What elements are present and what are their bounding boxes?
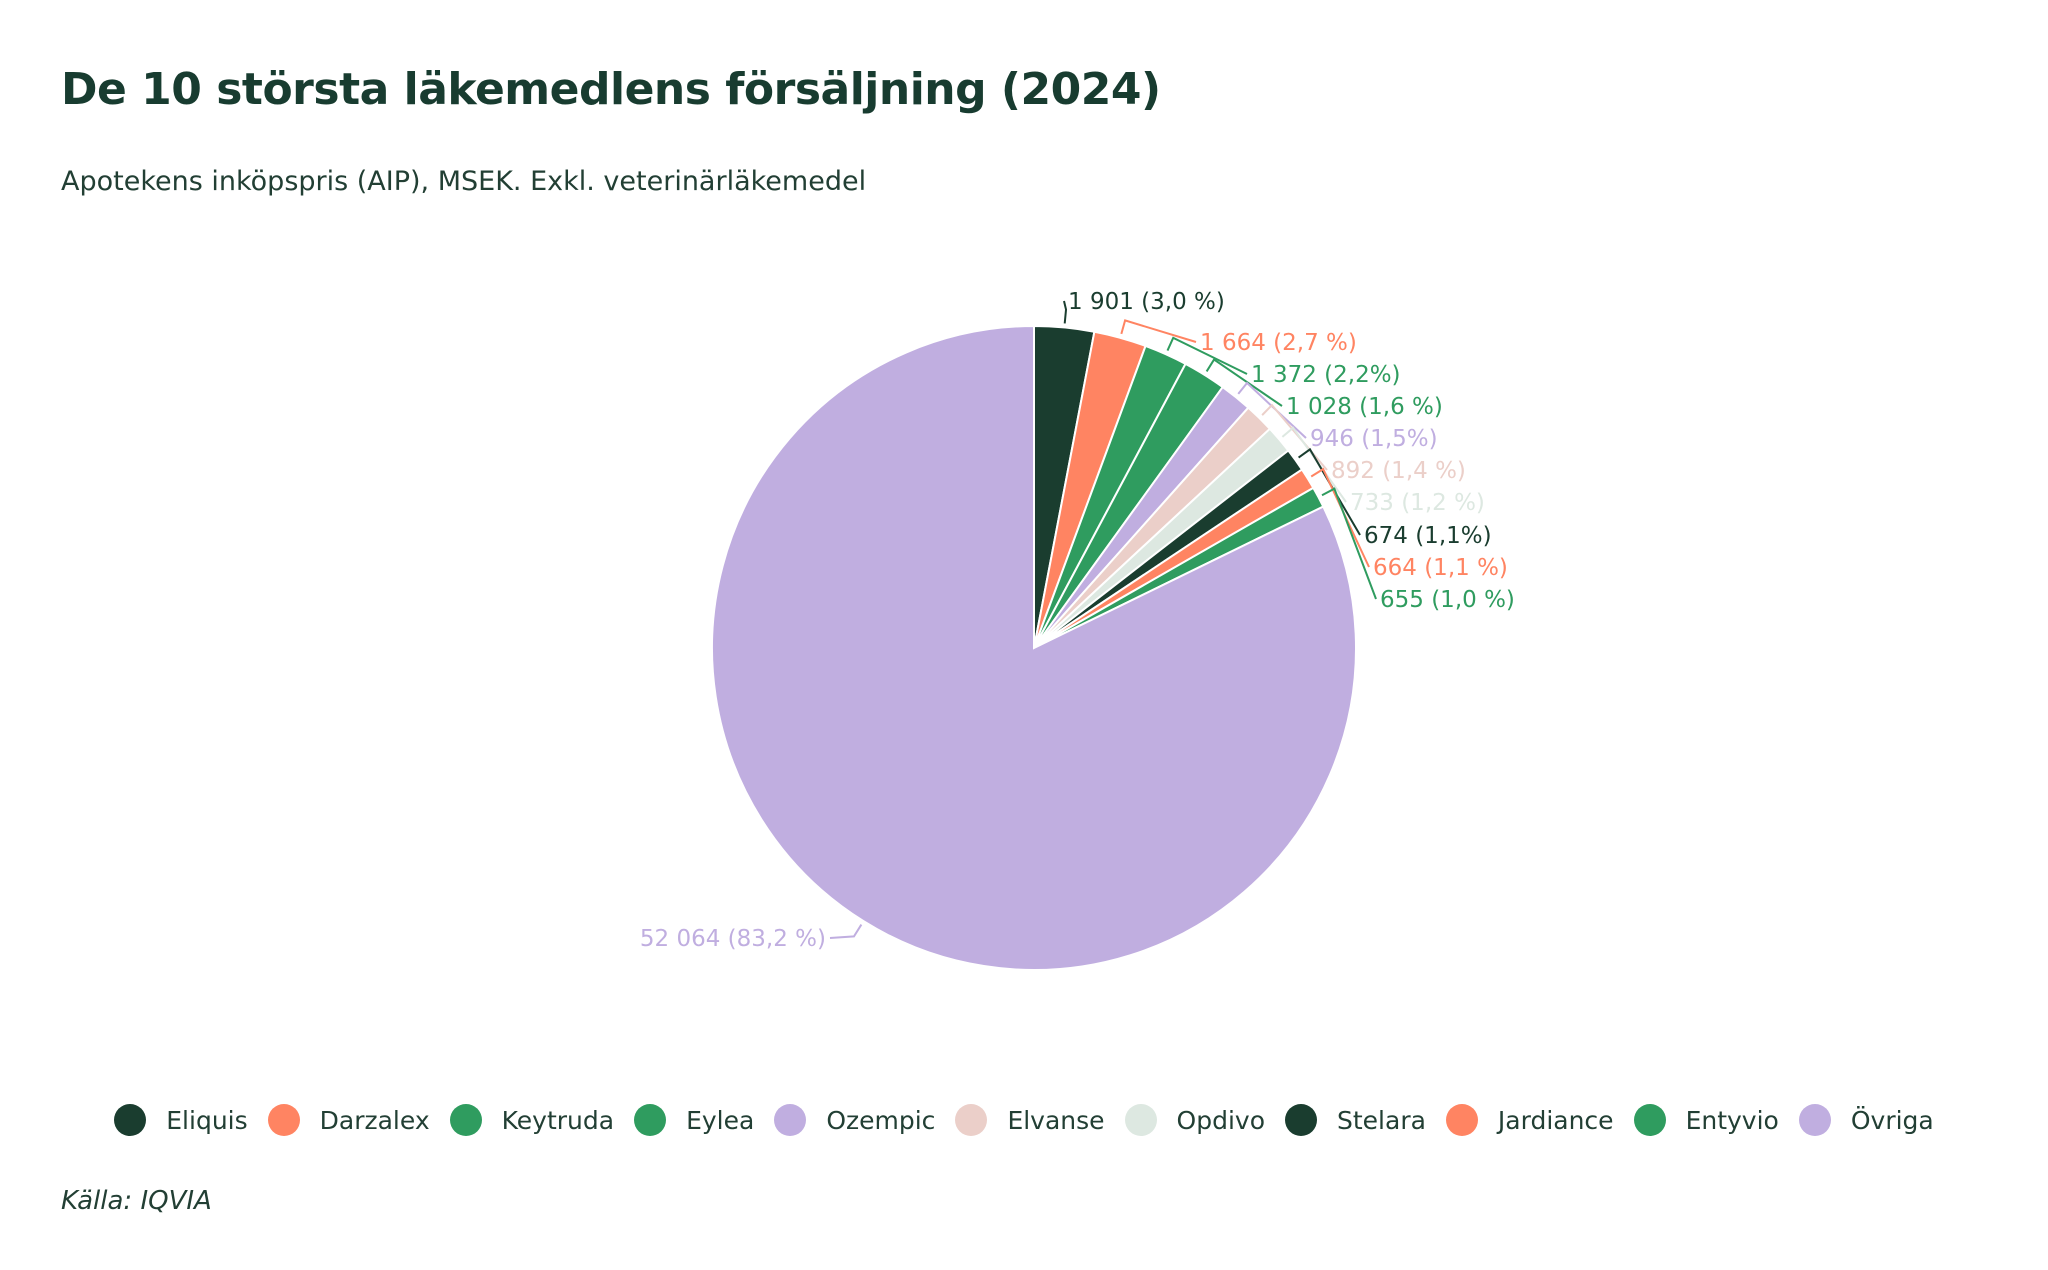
data-label-darzalex: 1 664 (2,7 %) [1200, 330, 1357, 356]
leader-line-stelara [1298, 447, 1361, 536]
legend-item-eylea[interactable]: Eylea [634, 1104, 754, 1136]
source-note: Källa: IQVIA [61, 1186, 212, 1216]
data-label-keytruda: 1 372 (2,2%) [1251, 362, 1401, 388]
legend: Eliquis Darzalex Keytruda Eylea Ozempic Elvan… [0, 1098, 2048, 1142]
leader-line-opdivo [1281, 426, 1347, 503]
legend-label: Keytruda [501, 1105, 615, 1135]
legend-label: Stelara [1337, 1105, 1426, 1135]
leader-line-entyvio [1321, 487, 1377, 600]
data-label-eylea: 1 028 (1,6 %) [1286, 394, 1443, 420]
leader-line-övriga [829, 924, 863, 939]
pie-slices [710, 324, 1357, 971]
legend-label: Övriga [1850, 1105, 1934, 1135]
legend-label: Elvanse [1007, 1105, 1105, 1135]
leader-line-ozempic [1237, 381, 1307, 439]
legend-item-entyvio[interactable]: Entyvio [1633, 1104, 1779, 1136]
legend-swatch [634, 1104, 667, 1136]
legend-swatch [1798, 1104, 1831, 1136]
legend-item-keytruda[interactable]: Keytruda [449, 1104, 615, 1136]
data-labels: 1 901 (3,0 %) 1 664 (2,7 %) 1 372 (2,2%) 1 … [640, 289, 1515, 952]
data-label-ozempic: 946 (1,5%) [1310, 426, 1438, 452]
data-label-stelara: 674 (1,1%) [1364, 523, 1492, 549]
data-label-jardiance: 664 (1,1 %) [1373, 555, 1508, 581]
legend-swatch [449, 1104, 482, 1136]
leader-line-eliquis [1063, 300, 1068, 324]
legend-item-jardiance[interactable]: Jardiance [1445, 1104, 1614, 1136]
pie-chart: 1 901 (3,0 %) 1 664 (2,7 %) 1 372 (2,2%) 1 … [640, 289, 1515, 971]
legend-swatch [1633, 1104, 1666, 1136]
data-label-eliquis: 1 901 (3,0 %) [1068, 289, 1225, 315]
leader-lines [829, 300, 1377, 939]
legend-item-eliquis[interactable]: Eliquis [114, 1104, 248, 1136]
legend-swatch [1124, 1104, 1157, 1136]
leader-line-jardiance [1310, 467, 1370, 568]
data-label-elvanse: 892 (1,4 %) [1331, 458, 1466, 484]
legend-swatch [955, 1104, 988, 1136]
legend-label: Eylea [686, 1105, 755, 1135]
data-label-entyvio: 655 (1,0 %) [1380, 587, 1515, 613]
legend-label: Jardiance [1497, 1105, 1614, 1135]
legend-swatch [1445, 1104, 1478, 1136]
legend-item-darzalex[interactable]: Darzalex [267, 1104, 430, 1136]
legend-label: Eliquis [166, 1105, 248, 1135]
legend-item-övriga[interactable]: Övriga [1798, 1104, 1934, 1136]
leader-line-eylea [1205, 358, 1283, 407]
chart-title: De 10 största läkemedlens försäljning (2… [61, 64, 1161, 115]
legend-label: Entyvio [1685, 1105, 1779, 1135]
legend-item-stelara[interactable]: Stelara [1285, 1104, 1426, 1136]
legend-swatch [1285, 1104, 1317, 1136]
chart-subtitle: Apotekens inköpspris (AIP), MSEK. Exkl. … [61, 166, 867, 197]
legend-swatch [774, 1104, 807, 1136]
legend-item-ozempic[interactable]: Ozempic [774, 1104, 935, 1136]
legend-label: Ozempic [826, 1105, 936, 1135]
legend-item-opdivo[interactable]: Opdivo [1124, 1104, 1265, 1136]
legend-label: Opdivo [1176, 1105, 1265, 1135]
data-label-övriga: 52 064 (83,2 %) [640, 926, 826, 952]
leader-line-darzalex [1120, 319, 1197, 343]
legend-swatch [114, 1104, 147, 1136]
legend-swatch [267, 1104, 300, 1136]
legend-item-elvanse[interactable]: Elvanse [955, 1104, 1105, 1136]
pie-slice-övriga [710, 324, 1357, 971]
legend-label: Darzalex [319, 1105, 430, 1135]
leader-line-keytruda [1166, 336, 1248, 375]
data-label-opdivo: 733 (1,2 %) [1350, 490, 1485, 516]
